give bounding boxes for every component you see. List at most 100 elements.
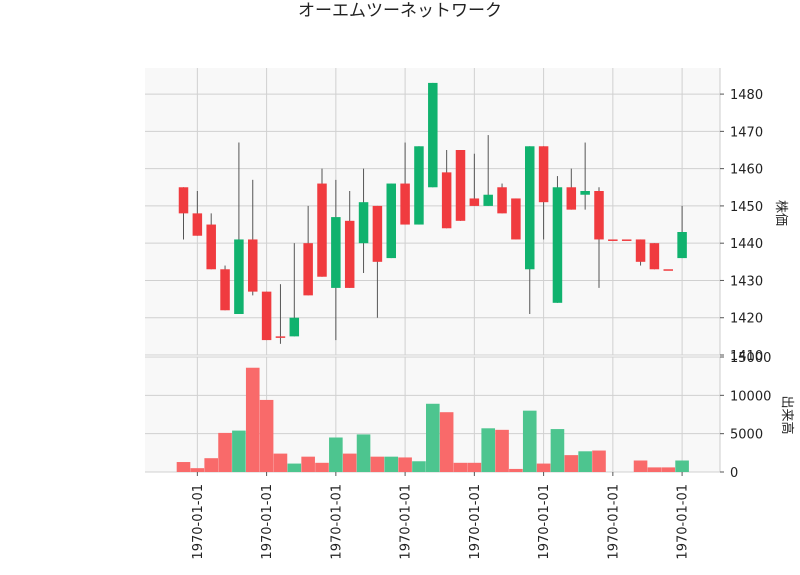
candle-body-down <box>469 198 480 206</box>
volume-bar <box>273 453 288 472</box>
x-tick-label: 1970-01-01 <box>468 484 483 560</box>
candle-body-down <box>621 239 632 241</box>
candle-body-down <box>372 205 383 262</box>
volume-axis-label: 出来高 <box>779 395 795 434</box>
candle-body-down <box>538 146 549 203</box>
volume-bar <box>578 451 592 472</box>
volume-bar <box>176 462 191 472</box>
candle-body-down <box>635 239 646 262</box>
volume-bar <box>204 458 218 472</box>
price-tick-label: 1440 <box>730 237 763 252</box>
volume-bar <box>495 429 509 472</box>
volume-tick-label: 15000 <box>730 351 771 366</box>
candle-body-down <box>649 243 660 270</box>
x-tick-label: 1970-01-01 <box>191 484 206 560</box>
volume-tick-label: 0 <box>730 466 738 481</box>
volume-bar <box>453 462 468 472</box>
volume-bar <box>564 455 579 472</box>
volume-bar <box>426 403 440 472</box>
candle-body-down <box>248 239 258 292</box>
volume-tick-label: 5000 <box>730 428 763 443</box>
volume-bar <box>232 430 246 472</box>
volume-bars <box>176 367 689 472</box>
volume-bar <box>550 429 565 472</box>
price-tick-label: 1430 <box>730 274 763 289</box>
candle-body-up <box>580 191 590 195</box>
candle-body-up <box>289 317 300 337</box>
candle-body-up <box>386 183 396 259</box>
price-axis-ticks: 1410 1420 1430 1440 1450 1460 1470 1480 <box>720 88 763 364</box>
candle-body-down <box>455 150 466 221</box>
price-tick-label: 1420 <box>730 312 763 327</box>
candle-body-down <box>275 336 286 338</box>
volume-axis-ticks: 0 5000 10000 15000 <box>720 351 771 481</box>
candle-body-up <box>414 146 424 225</box>
price-tick-label: 1410 <box>730 349 763 364</box>
volume-bar <box>647 467 662 472</box>
volume-bar <box>218 432 232 472</box>
price-tick-label: 1480 <box>730 88 763 103</box>
volume-bar <box>301 456 315 472</box>
candle-body-down <box>608 239 618 241</box>
candle-body-down <box>303 243 313 296</box>
volume-bar <box>287 463 302 472</box>
candles <box>178 82 687 344</box>
volume-bar <box>522 410 537 472</box>
volume-bar <box>356 434 371 472</box>
x-tick-label: 1970-01-01 <box>260 484 275 560</box>
x-tick-label: 1970-01-01 <box>606 484 621 560</box>
volume-bar <box>315 462 329 472</box>
volume-bar <box>467 462 482 472</box>
candle-body-up <box>331 217 341 288</box>
price-tick-label: 1460 <box>730 163 763 178</box>
x-tick-label: 1970-01-01 <box>676 484 691 560</box>
candle-body-down <box>400 183 410 225</box>
x-tick-label: 1970-01-01 <box>329 484 344 560</box>
candle-body-down <box>206 224 216 270</box>
candle-body-up <box>483 194 493 206</box>
candle-body-down <box>192 213 203 236</box>
candle-body-down <box>220 269 230 311</box>
volume-bar <box>329 437 343 472</box>
candle-body-down <box>344 220 355 288</box>
volume-bar <box>661 467 676 472</box>
candle-body-down <box>511 198 521 240</box>
candle-body-up <box>428 82 438 188</box>
candle-body-down <box>441 172 452 229</box>
volume-bar <box>370 456 385 472</box>
volume-bar <box>633 460 648 472</box>
candle-body-down <box>566 187 577 210</box>
x-tick-label: 1970-01-01 <box>537 484 552 560</box>
volume-bar <box>481 428 495 472</box>
price-tick-label: 1470 <box>730 125 763 140</box>
volume-bar <box>398 457 412 472</box>
volume-bar <box>536 463 551 472</box>
volume-bar <box>245 367 260 472</box>
volume-bar <box>675 460 689 472</box>
candle-body-up <box>552 187 563 303</box>
candle-body-down <box>317 183 327 277</box>
candle-body-down <box>497 187 507 214</box>
volume-bar <box>592 450 606 472</box>
volume-bar <box>439 412 454 472</box>
volume-bar <box>190 468 205 472</box>
price-tick-label: 1450 <box>730 200 763 215</box>
candle-body-up <box>358 202 369 244</box>
chart-title: オーエムツーネットワーク <box>298 1 502 21</box>
candle-body-up <box>234 239 244 314</box>
volume-bar <box>412 461 426 472</box>
candle-body-down <box>594 191 604 240</box>
price-axis-label: 株価 <box>773 200 788 226</box>
candle-body-down <box>261 291 272 341</box>
volume-bar <box>384 456 399 472</box>
candle-body-down <box>663 269 673 271</box>
x-axis-ticks: 1970-01-01 1970-01-01 1970-01-01 1970-01-01… <box>191 472 691 560</box>
volume-bar <box>259 399 274 472</box>
volume-bar <box>342 453 357 472</box>
candle-body-up <box>525 146 535 270</box>
volume-bar <box>509 468 523 472</box>
volume-tick-label: 10000 <box>730 389 771 404</box>
x-tick-label: 1970-01-01 <box>399 484 414 560</box>
candle-body-up <box>677 232 687 259</box>
